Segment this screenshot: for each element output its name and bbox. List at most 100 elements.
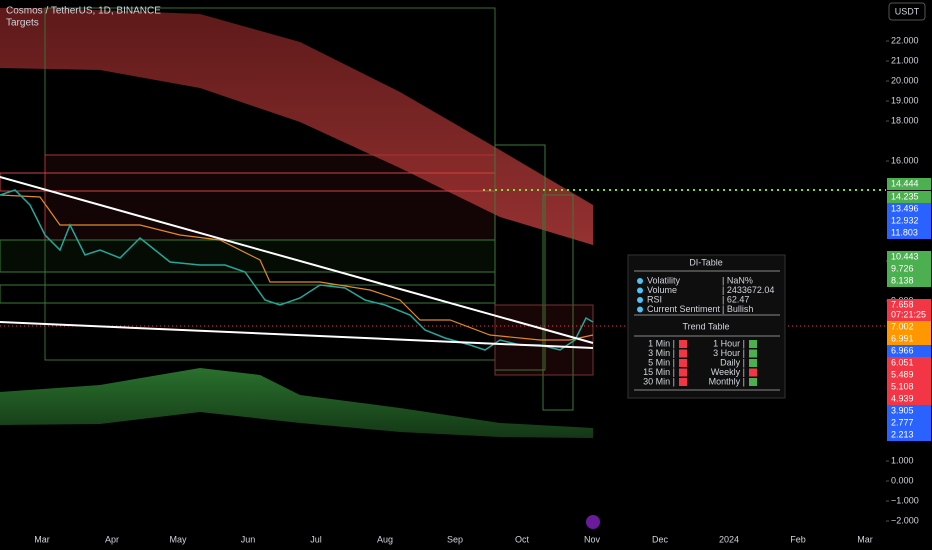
time-label: Oct (515, 534, 530, 544)
price-tag (887, 429, 931, 441)
bullet (637, 287, 643, 294)
row-name: RSI (647, 294, 662, 304)
price-tag-label: 2.213 (891, 429, 914, 439)
symbol-title: Cosmos / TetherUS, 1D, BINANCE (6, 6, 161, 17)
time-label: May (169, 534, 187, 544)
price-tag (887, 405, 931, 417)
bullet (637, 297, 643, 303)
timeframe: 5 Min | (648, 357, 675, 367)
row-value: | 2433672.04 (722, 285, 774, 295)
trend-title: Trend Table (682, 321, 729, 331)
price-tick-label: 20.000 (891, 75, 919, 85)
status (679, 340, 687, 348)
price-tag (887, 417, 931, 429)
time-label: Jul (310, 534, 322, 544)
trend-line (0, 176, 594, 344)
price-tick-label: 18.000 (891, 115, 919, 125)
time-label: Mar (857, 534, 873, 544)
row-value: | 62.47 (722, 294, 749, 304)
time-label: Aug (377, 534, 393, 544)
price-tag-label: 2.777 (891, 417, 914, 427)
price-tick-label: 0.000 (891, 475, 914, 485)
price-tag (887, 251, 931, 263)
price-tag-label: 10.443 (891, 251, 919, 261)
price-tick-label: −2.000 (891, 515, 919, 525)
countdown: 07:21:25 (891, 309, 926, 319)
price-tag-label: 8.138 (891, 275, 914, 285)
price-tag (887, 333, 931, 345)
price-tag (887, 357, 931, 369)
timeframe: 1 Hour | (713, 338, 745, 348)
price-tag-label: 7.658 (891, 299, 914, 309)
box (494, 144, 546, 371)
currency-button[interactable] (888, 2, 926, 21)
status (679, 378, 687, 386)
time-label: 2024 (719, 534, 739, 544)
price-tag (887, 263, 931, 275)
row-value: | NaN% (722, 275, 753, 285)
price-tag-label: 12.932 (891, 215, 919, 225)
trailing-line (0, 194, 594, 341)
time-label: Jun (241, 534, 256, 544)
price-tick-label: −1.000 (891, 495, 919, 505)
time-label: Apr (105, 534, 119, 544)
timeframe: Daily | (720, 357, 745, 367)
status (679, 349, 687, 358)
timeframe: 3 Hour | (713, 348, 745, 358)
price-tag-label: 5.489 (891, 369, 914, 379)
timeframe: Monthly | (709, 376, 745, 386)
green-band (0, 368, 593, 438)
timeframe: 3 Min | (648, 348, 675, 358)
price-tag-label: 14.444 (891, 178, 919, 188)
price-tag (887, 227, 931, 239)
price-tag (887, 381, 931, 393)
row-value: | Bullish (722, 304, 753, 314)
price-line (0, 189, 594, 351)
time-label: Nov (584, 534, 601, 544)
status (749, 378, 757, 386)
row-name: Volume (647, 285, 677, 295)
price-tick-label: 22.000 (891, 35, 919, 45)
red-band (0, 8, 593, 245)
status (679, 368, 687, 377)
time-label: Sep (447, 534, 463, 544)
price-tag-label: 6.966 (891, 345, 914, 355)
box (542, 194, 574, 411)
price-tick-label: 21.000 (891, 55, 919, 65)
status (679, 359, 687, 367)
price-tag (887, 321, 931, 333)
time-label: Feb (790, 534, 806, 544)
price-tag (887, 191, 931, 203)
bullet (637, 278, 643, 284)
currency-label: USDT (895, 6, 920, 16)
price-tag-label: 9.726 (891, 263, 914, 273)
status (749, 349, 757, 358)
event-icon[interactable] (586, 515, 600, 529)
price-tick-label: 16.000 (891, 155, 919, 165)
price-tag-label: 6.051 (891, 357, 914, 367)
price-tag (887, 299, 931, 321)
price-tag-label: 13.496 (891, 203, 919, 213)
timeframe: 30 Min | (643, 376, 675, 386)
time-label: Dec (652, 534, 669, 544)
status (749, 359, 757, 367)
trend-line (0, 321, 594, 349)
indicator-name: Targets (6, 18, 39, 29)
box (0, 239, 496, 273)
di-table-title: DI-Table (689, 257, 723, 267)
price-tag-label: 6.991 (891, 333, 914, 343)
price-tag-label: 5.108 (891, 381, 914, 391)
price-tag-label: 4.939 (891, 393, 914, 403)
price-tick-label: 1.000 (891, 455, 914, 465)
timeframe: Weekly | (711, 367, 745, 377)
timeframe: 1 Min | (648, 338, 675, 348)
price-tag (887, 215, 931, 227)
status (749, 340, 757, 348)
price-tag-label: 7.002 (891, 321, 914, 331)
price-tag-label: 3.905 (891, 405, 914, 415)
time-label: Mar (34, 534, 50, 544)
price-tag (887, 369, 931, 381)
row-name: Current Sentiment (647, 304, 721, 314)
